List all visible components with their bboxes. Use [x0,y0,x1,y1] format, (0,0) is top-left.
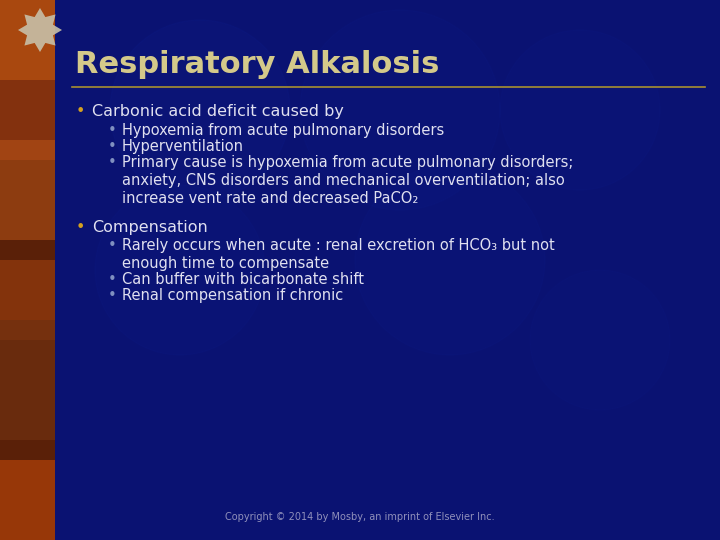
Text: Copyright © 2014 by Mosby, an imprint of Elsevier Inc.: Copyright © 2014 by Mosby, an imprint of… [225,512,495,522]
Circle shape [530,270,670,410]
Circle shape [500,30,660,190]
Bar [0,0,55,160]
Text: •: • [108,288,117,303]
Bar [0,260,55,340]
Text: Rarely occurs when acute : renal excretion of HCO₃ but not
enough time to compen: Rarely occurs when acute : renal excreti… [122,238,554,271]
Text: •: • [108,272,117,287]
Text: •: • [76,220,86,235]
Text: Renal compensation if chronic: Renal compensation if chronic [122,288,343,303]
Bar [0,460,55,540]
Text: Compensation: Compensation [92,220,208,235]
Polygon shape [18,8,62,52]
Circle shape [110,20,290,200]
Text: •: • [108,155,117,170]
Text: Primary cause is hypoxemia from acute pulmonary disorders;
anxiety, CNS disorder: Primary cause is hypoxemia from acute pu… [122,155,573,206]
Bar [0,140,55,240]
Text: Respiratory Alkalosis: Respiratory Alkalosis [75,50,439,79]
Text: •: • [108,123,117,138]
Text: Hypoxemia from acute pulmonary disorders: Hypoxemia from acute pulmonary disorders [122,123,444,138]
Bar [0,0,55,80]
Text: Hyperventilation: Hyperventilation [122,139,244,154]
Circle shape [355,165,545,355]
Text: Carbonic acid deficit caused by: Carbonic acid deficit caused by [92,104,344,119]
Text: •: • [108,139,117,154]
Text: Can buffer with bicarbonate shift: Can buffer with bicarbonate shift [122,272,364,287]
Bar [0,0,55,540]
Circle shape [300,10,500,210]
Text: •: • [76,104,86,119]
Text: •: • [108,238,117,253]
Circle shape [95,185,265,355]
Bar [0,320,55,440]
